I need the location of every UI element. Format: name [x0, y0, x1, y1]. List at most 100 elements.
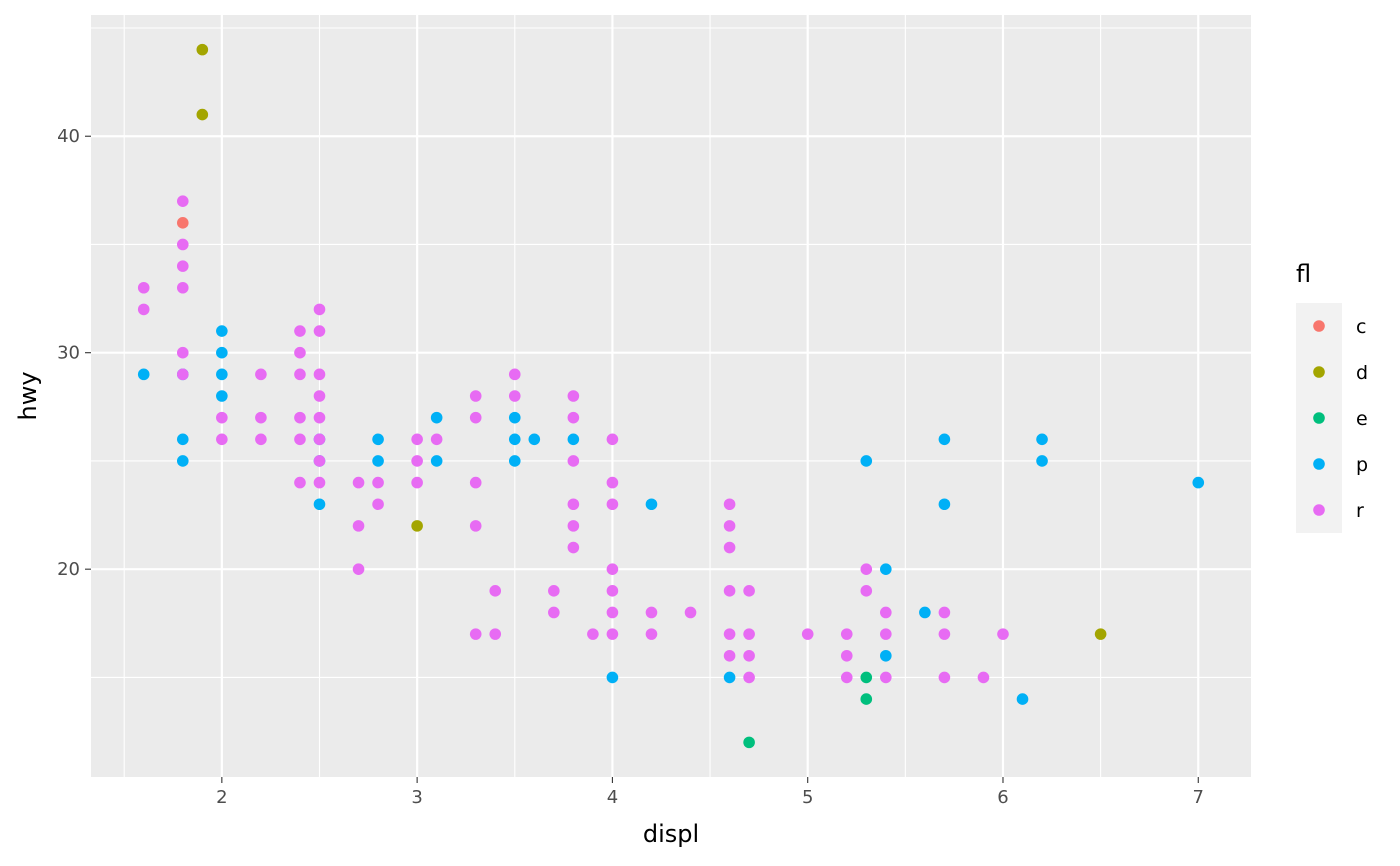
- data-point-r: [840, 649, 853, 662]
- data-point-r: [606, 498, 619, 511]
- legend-entries: c d e p r: [1313, 316, 1368, 522]
- data-point-p: [176, 455, 189, 467]
- data-point-r: [411, 476, 423, 489]
- data-point-r: [645, 606, 658, 619]
- data-point-r: [743, 649, 755, 662]
- y-axis-title: hwy: [14, 371, 42, 420]
- data-point-r: [860, 585, 873, 597]
- data-point-r: [176, 260, 189, 272]
- data-point-r: [216, 411, 228, 424]
- data-point-r: [137, 281, 150, 294]
- data-point-p: [216, 325, 228, 337]
- data-point-r: [880, 606, 892, 619]
- data-point-r: [313, 390, 326, 402]
- data-point-r: [313, 411, 326, 424]
- data-point-r: [294, 368, 306, 381]
- data-point-r: [313, 455, 326, 467]
- data-point-r: [840, 628, 853, 640]
- data-point-r: [294, 411, 306, 424]
- data-point-p: [216, 390, 228, 402]
- data-point-r: [176, 238, 189, 251]
- data-point-r: [587, 628, 599, 640]
- data-point-r: [469, 628, 482, 640]
- data-point-d: [1094, 628, 1107, 640]
- data-point-r: [313, 476, 326, 489]
- data-point-r: [313, 303, 326, 316]
- data-point-r: [801, 628, 814, 640]
- data-point-r: [606, 433, 619, 446]
- data-point-r: [430, 433, 443, 446]
- data-point-e: [743, 736, 755, 749]
- data-point-p: [430, 455, 443, 467]
- data-point-p: [567, 433, 580, 446]
- legend: fl c d e p r: [1296, 260, 1368, 533]
- data-point-r: [743, 671, 755, 684]
- data-point-p: [1036, 433, 1048, 446]
- data-point-p: [938, 433, 951, 446]
- x-tick-label: 4: [607, 787, 618, 808]
- data-point-r: [606, 563, 619, 575]
- data-point-r: [469, 476, 482, 489]
- major-grid: [91, 15, 1251, 777]
- data-point-r: [606, 628, 619, 640]
- data-point-p: [216, 368, 228, 381]
- data-point-r: [743, 585, 755, 597]
- data-point-r: [176, 195, 189, 207]
- data-point-r: [723, 541, 736, 554]
- data-point-e: [860, 671, 873, 684]
- data-point-r: [606, 585, 619, 597]
- data-point-r: [548, 585, 560, 597]
- data-point-r: [743, 628, 755, 640]
- data-point-p: [372, 455, 384, 467]
- data-point-r: [508, 390, 521, 402]
- data-point-r: [860, 563, 873, 575]
- data-point-r: [489, 628, 502, 640]
- data-point-r: [567, 411, 580, 424]
- legend-title: fl: [1296, 260, 1311, 288]
- data-point-r: [372, 476, 384, 489]
- data-point-r: [411, 455, 423, 467]
- data-point-r: [176, 281, 189, 294]
- data-point-r: [997, 628, 1009, 640]
- data-point-r: [294, 476, 306, 489]
- data-point-r: [508, 368, 521, 381]
- data-point-p: [880, 649, 892, 662]
- legend-label-c: c: [1356, 316, 1366, 338]
- legend-key-c: [1313, 320, 1325, 332]
- data-point-r: [723, 498, 736, 511]
- data-point-r: [606, 476, 619, 489]
- data-point-p: [723, 671, 736, 684]
- data-point-r: [938, 628, 951, 640]
- data-point-p: [860, 455, 873, 467]
- data-point-p: [508, 455, 521, 467]
- data-point-p: [1016, 693, 1029, 705]
- x-tick-label: 5: [802, 787, 813, 808]
- data-point-r: [880, 671, 892, 684]
- data-point-r: [372, 498, 384, 511]
- legend-label-e: e: [1356, 408, 1368, 430]
- data-point-p: [216, 346, 228, 359]
- legend-key-e: [1313, 412, 1325, 424]
- data-point-r: [567, 541, 580, 554]
- data-point-r: [880, 628, 892, 640]
- x-tick-label: 7: [1193, 787, 1204, 808]
- data-point-r: [723, 649, 736, 662]
- data-point-r: [352, 520, 365, 532]
- data-point-p: [430, 411, 443, 424]
- data-point-p: [938, 498, 951, 511]
- minor-grid: [91, 15, 1251, 777]
- data-point-r: [684, 606, 697, 619]
- legend-key-d: [1313, 366, 1325, 378]
- data-point-r: [469, 390, 482, 402]
- data-point-r: [567, 455, 580, 467]
- legend-label-p: p: [1356, 454, 1368, 476]
- data-point-r: [411, 433, 423, 446]
- x-axis: 2 3 4 5 6 7: [216, 777, 1204, 808]
- data-point-r: [313, 325, 326, 337]
- data-point-p: [880, 563, 892, 575]
- data-point-r: [567, 498, 580, 511]
- data-point-p: [528, 433, 541, 446]
- x-tick-label: 3: [411, 787, 422, 808]
- data-point-r: [840, 671, 853, 684]
